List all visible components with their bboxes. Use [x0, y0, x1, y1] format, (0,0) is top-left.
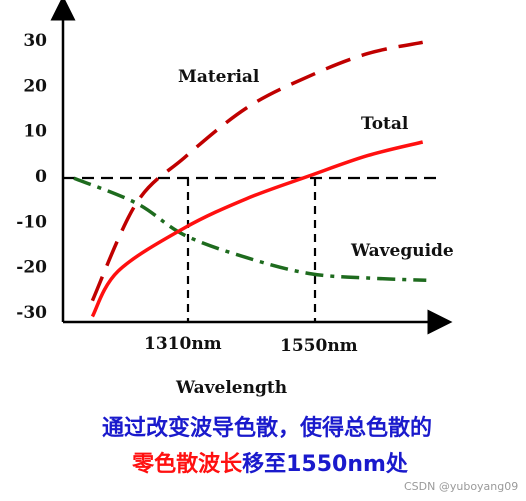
y-tick-label: 10: [23, 122, 47, 142]
caption-red-text: 零色散波长: [132, 452, 243, 477]
series-waveguide-line: [73, 176, 427, 283]
series-label-total: Total: [361, 114, 409, 134]
caption-line-1: 通过改变波导色散，使得总色散的: [101, 416, 432, 441]
series-total-line: [90, 140, 424, 318]
caption-line-2: 零色散波长移至1550nm处: [60, 446, 480, 478]
series-label-material: Material: [178, 67, 260, 87]
y-tick-label: 0: [35, 167, 47, 187]
y-tick-label: -20: [16, 258, 47, 278]
y-tick-label: 20: [23, 76, 47, 96]
x-marker-label-1310: 1310nm: [144, 334, 222, 354]
x-axis-label: Wavelength: [175, 378, 287, 398]
series-label-waveguide: Waveguide: [350, 241, 454, 261]
x-marker-label-1550: 1550nm: [280, 336, 358, 356]
series-material-line: [90, 40, 424, 302]
y-tick-label: 30: [23, 31, 47, 51]
y-tick-label: -10: [16, 212, 47, 232]
y-tick-label: -30: [16, 303, 47, 323]
watermark-text: CSDN @yuboyang09: [404, 480, 518, 493]
caption-blue-text: 移至1550nm处: [242, 452, 408, 477]
